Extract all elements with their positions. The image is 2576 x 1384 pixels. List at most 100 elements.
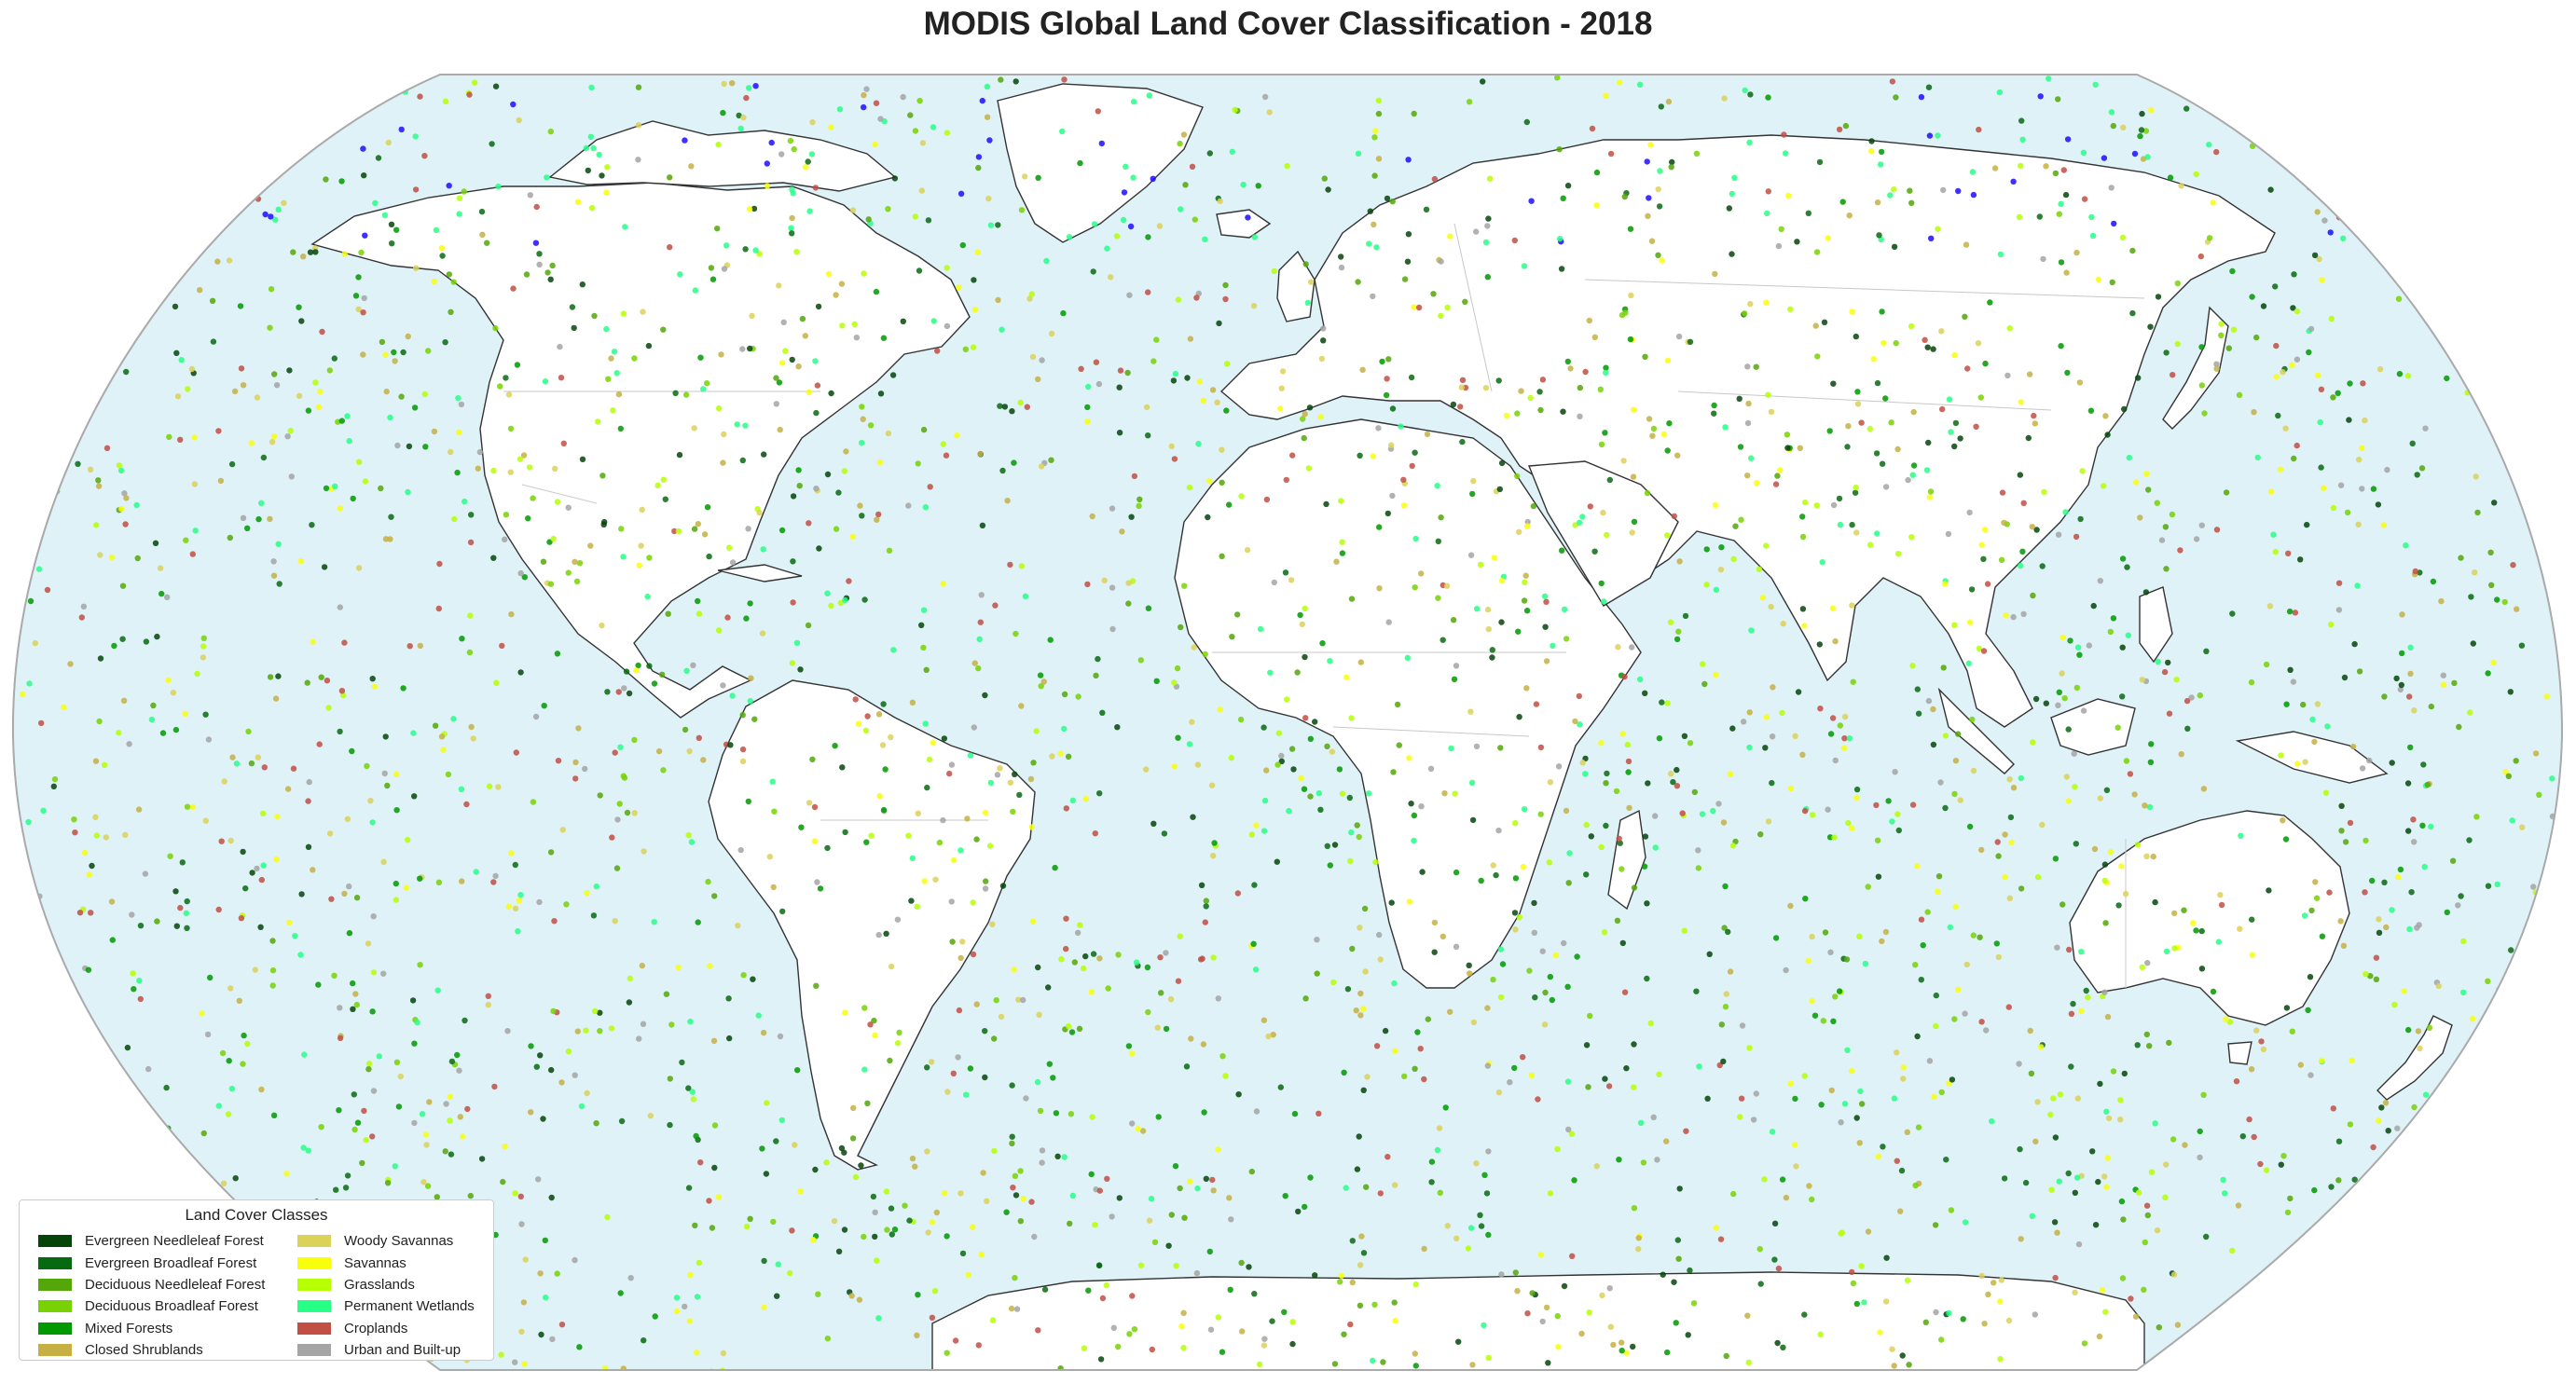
land-cover-point	[1729, 725, 1736, 732]
land-cover-point	[1998, 1277, 2004, 1283]
land-cover-point	[301, 1051, 308, 1058]
land-cover-point	[2036, 213, 2043, 220]
land-cover-point	[1167, 995, 1175, 1003]
land-cover-point	[962, 346, 970, 352]
land-cover-point	[2297, 556, 2304, 563]
land-cover-point	[67, 1118, 75, 1125]
land-cover-point	[2510, 562, 2516, 569]
land-cover-point	[2316, 255, 2322, 263]
land-cover-point	[546, 539, 553, 545]
land-cover-point	[2295, 1258, 2302, 1265]
land-cover-point	[2273, 373, 2280, 380]
land-cover-point	[2142, 128, 2150, 134]
land-cover-point	[1645, 212, 1651, 219]
land-cover-point	[1781, 131, 1787, 138]
land-cover-point	[1406, 898, 1413, 905]
land-cover-point	[1065, 1022, 1072, 1030]
land-cover-point	[1801, 1311, 1808, 1318]
land-cover-point	[2066, 946, 2073, 953]
land-cover-point	[2318, 386, 2325, 392]
land-cover-point	[1843, 956, 1851, 963]
land-cover-point	[338, 688, 346, 694]
land-cover-point	[207, 974, 214, 981]
land-cover-point	[2362, 971, 2369, 978]
land-cover-point	[26, 680, 33, 687]
land-cover-point	[1693, 988, 1700, 994]
land-cover-point	[1388, 442, 1395, 448]
land-cover-point	[1458, 384, 1466, 391]
land-cover-point	[2509, 817, 2515, 824]
land-cover-point	[107, 178, 115, 185]
land-cover-point	[1830, 1018, 1837, 1025]
land-cover-point	[1675, 1255, 1682, 1262]
land-cover-point	[1229, 634, 1235, 640]
land-cover-point	[53, 193, 61, 200]
land-cover-point	[129, 911, 135, 918]
land-cover-point	[971, 307, 979, 313]
land-cover-point	[1546, 859, 1553, 866]
land-cover-point	[1885, 798, 1892, 804]
land-cover-point	[172, 726, 180, 733]
land-cover-point	[1535, 1096, 1541, 1103]
land-cover-point	[97, 552, 103, 558]
land-cover-point	[1007, 779, 1014, 786]
land-cover-point	[720, 109, 726, 116]
land-cover-point	[254, 865, 260, 872]
land-cover-point	[363, 1137, 369, 1144]
land-cover-point	[1496, 486, 1504, 493]
land-cover-point	[2218, 332, 2225, 338]
land-cover-point	[1831, 834, 1838, 841]
land-cover-point	[174, 393, 182, 400]
land-cover-point	[493, 679, 500, 686]
land-cover-point	[1963, 241, 1970, 248]
land-cover-point	[2426, 1210, 2432, 1216]
land-cover-point	[872, 1209, 878, 1216]
land-cover-point	[2414, 472, 2420, 478]
land-cover-point	[1894, 1049, 1900, 1056]
land-cover-point	[1628, 292, 1634, 299]
land-cover-point	[1909, 802, 1917, 808]
land-cover-point	[639, 506, 645, 514]
land-cover-point	[1879, 460, 1886, 467]
land-cover-point	[1681, 927, 1688, 934]
land-cover-point	[1980, 648, 1988, 654]
land-cover-point	[565, 1048, 572, 1055]
land-cover-point	[312, 249, 319, 255]
land-cover-point	[747, 345, 753, 352]
land-cover-point	[1801, 1073, 1808, 1079]
land-cover-point	[1418, 570, 1425, 577]
sumatra	[1937, 687, 2015, 774]
land-cover-point	[1415, 304, 1423, 311]
land-cover-point	[1691, 788, 1699, 796]
land-cover-point	[832, 743, 838, 749]
land-cover-point	[2270, 531, 2277, 538]
land-cover-point	[1671, 1279, 1677, 1285]
legend-item: Deciduous Needleleaf Forest	[38, 1274, 265, 1295]
land-cover-point	[2555, 270, 2562, 277]
land-cover-point	[1675, 628, 1682, 635]
land-cover-point	[1431, 175, 1439, 183]
land-cover-point	[816, 545, 822, 552]
land-cover-point	[2171, 945, 2178, 952]
land-cover-point	[1163, 1025, 1170, 1033]
land-cover-point	[870, 1193, 877, 1200]
land-cover-point	[1375, 156, 1383, 162]
land-cover-point	[1206, 1248, 1214, 1255]
greenland	[997, 83, 1204, 243]
land-cover-point	[219, 1049, 227, 1057]
land-cover-point	[1302, 995, 1309, 1002]
land-cover-point	[78, 614, 86, 621]
land-cover-point	[1171, 763, 1178, 770]
land-cover-point	[485, 1001, 491, 1008]
land-cover-point	[970, 899, 976, 906]
land-cover-point	[1889, 818, 1895, 825]
land-cover-point	[2065, 726, 2072, 733]
land-cover-point	[599, 172, 605, 179]
land-cover-point	[1357, 1012, 1364, 1019]
land-cover-point	[876, 792, 883, 800]
land-cover-point	[406, 443, 413, 450]
land-cover-point	[2165, 659, 2171, 666]
land-cover-point	[2307, 1072, 2314, 1078]
land-cover-point	[232, 1175, 239, 1182]
